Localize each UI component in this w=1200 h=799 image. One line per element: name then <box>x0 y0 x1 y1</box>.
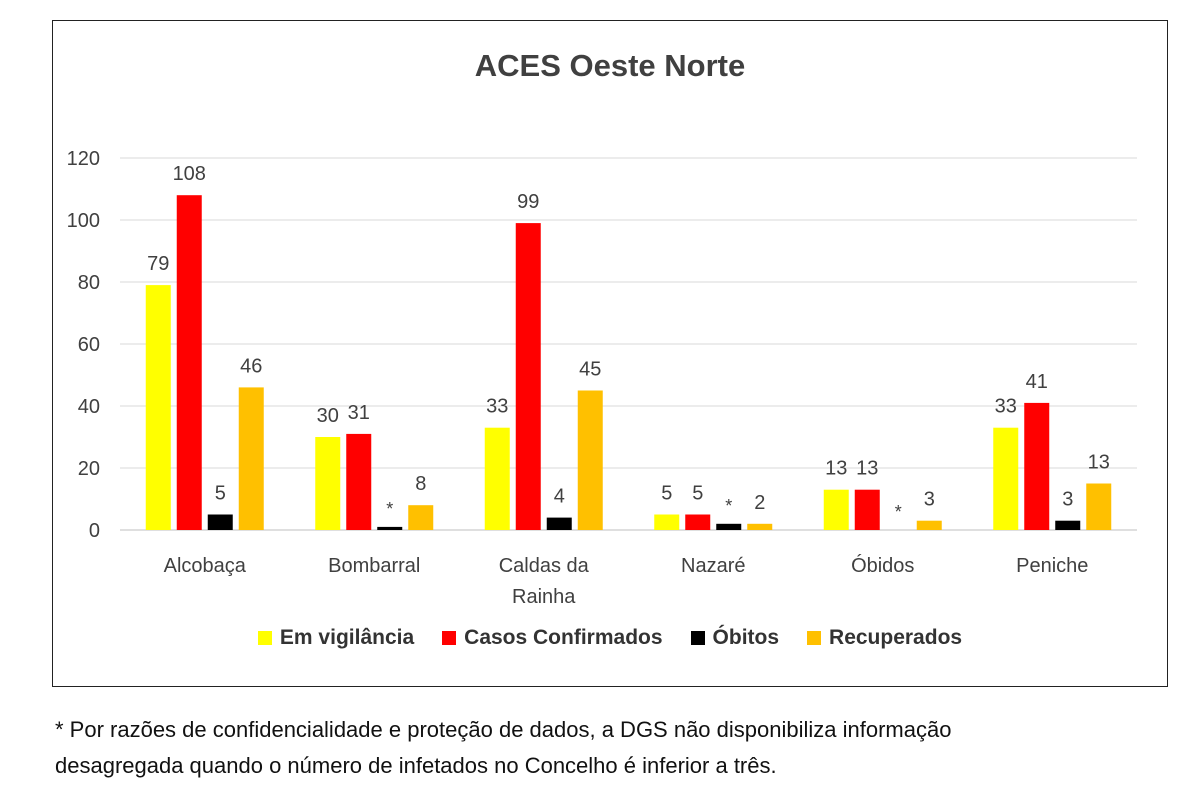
bar <box>577 390 603 530</box>
bar <box>238 387 264 530</box>
legend-item-em-vigilancia: Em vigilância <box>257 626 415 650</box>
footnote-line: * Por razões de confidencialidade e prot… <box>55 717 952 742</box>
data-label: 13 <box>825 458 847 480</box>
y-tick-label: 80 <box>78 272 100 294</box>
legend-swatch <box>807 631 822 645</box>
data-label: 79 <box>147 253 169 275</box>
footnote-line: desagregada quando o número de infetados… <box>55 753 777 778</box>
bar <box>747 523 773 530</box>
data-label: 4 <box>554 486 565 508</box>
bar <box>377 526 403 530</box>
bar <box>207 514 233 530</box>
chart-frame <box>52 20 1168 687</box>
y-tick-label: 100 <box>67 210 100 232</box>
data-label: * <box>725 496 732 516</box>
x-tick-label: Rainha <box>512 586 576 608</box>
data-label: 108 <box>173 163 206 185</box>
x-tick-label: Alcobaça <box>164 555 247 577</box>
data-label: * <box>386 499 393 519</box>
x-tick-label: Nazaré <box>681 555 745 577</box>
bar <box>145 285 171 530</box>
data-label: 31 <box>348 402 370 424</box>
legend-label: Óbitos <box>712 626 780 649</box>
y-tick-label: 40 <box>78 396 100 418</box>
bar <box>346 433 372 530</box>
y-tick-label: 60 <box>78 334 100 356</box>
bar <box>408 505 434 530</box>
data-label: 13 <box>1088 452 1110 474</box>
legend-swatch <box>442 631 457 645</box>
footnote: * Por razões de confidencialidade e prot… <box>55 712 1175 784</box>
data-label: 5 <box>692 483 703 505</box>
bar <box>515 223 541 530</box>
bar <box>176 195 202 530</box>
data-label: 5 <box>215 483 226 505</box>
data-label: 5 <box>661 483 672 505</box>
legend-label: Casos Confirmados <box>464 626 663 649</box>
y-tick-label: 120 <box>67 148 100 170</box>
data-label: 45 <box>579 359 601 381</box>
data-label: 3 <box>924 489 935 511</box>
data-label: * <box>895 502 902 522</box>
legend-item-casos-confirmados: Casos Confirmados <box>442 626 663 650</box>
data-label: 33 <box>486 396 508 418</box>
bar <box>315 437 341 530</box>
x-tick-label: Bombarral <box>328 555 420 577</box>
bar <box>1086 483 1112 530</box>
chart-title: ACES Oeste Norte <box>474 48 746 83</box>
bar <box>854 489 880 530</box>
x-tick-label: Óbidos <box>851 554 914 577</box>
chart-legend: Em vigilância Casos Confirmados Óbitos R… <box>52 626 1168 650</box>
data-label: 99 <box>517 191 539 213</box>
data-label: 41 <box>1026 371 1048 393</box>
data-label: 2 <box>754 492 765 514</box>
bar <box>1055 520 1081 530</box>
bar <box>716 523 742 530</box>
bar <box>654 514 680 530</box>
bar <box>1024 402 1050 530</box>
bar <box>823 489 849 530</box>
legend-label: Recuperados <box>829 626 963 649</box>
legend-item-recuperados: Recuperados <box>807 626 962 650</box>
bar <box>484 427 510 530</box>
data-label: 33 <box>995 396 1017 418</box>
legend-swatch <box>690 631 705 645</box>
data-label: 46 <box>240 355 262 377</box>
legend-label: Em vigilância <box>279 626 415 649</box>
data-label: 3 <box>1062 489 1073 511</box>
data-label: 8 <box>415 473 426 495</box>
data-label: 13 <box>856 458 878 480</box>
data-label: 30 <box>317 405 339 427</box>
bar <box>993 427 1019 530</box>
bar <box>685 514 711 530</box>
legend-swatch <box>257 631 272 645</box>
bar <box>546 517 572 530</box>
y-tick-label: 0 <box>89 520 100 542</box>
bar <box>916 520 942 530</box>
x-tick-label: Caldas da <box>499 555 590 577</box>
y-tick-label: 20 <box>78 458 100 480</box>
legend-item-obitos: Óbitos <box>690 626 780 650</box>
x-tick-label: Peniche <box>1016 555 1088 577</box>
